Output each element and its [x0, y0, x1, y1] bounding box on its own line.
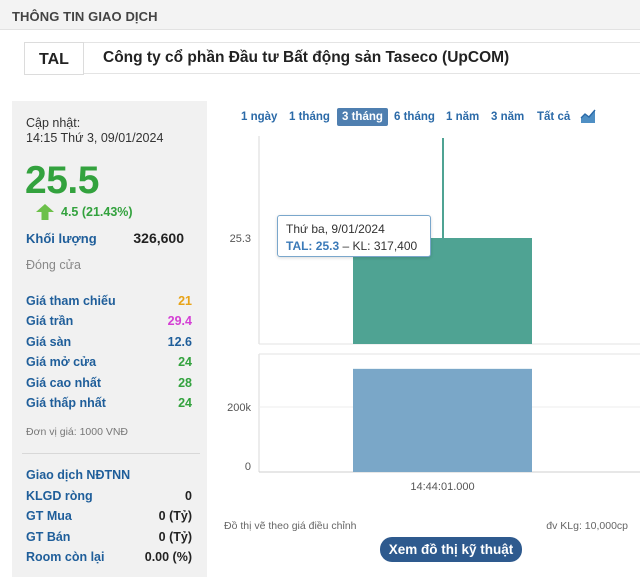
tab-3-months[interactable]: 3 tháng: [337, 108, 388, 126]
section-title: THÔNG TIN GIAO DỊCH: [12, 9, 158, 24]
high-price-value: 28: [178, 376, 192, 390]
volume-unit-note: đv KLg: 10,000cp: [546, 520, 628, 532]
ticker-bar: TAL Công ty cổ phần Đầu tư Bất động sản …: [24, 42, 640, 75]
tooltip-values: TAL: 25.3 – KL: 317,400: [286, 239, 417, 253]
buy-value-label: GT Mua: [26, 509, 72, 523]
divider: [22, 453, 200, 454]
price-tick-label: 25.3: [230, 233, 251, 245]
x-tick-label: 14:44:01.000: [410, 481, 474, 493]
tab-1-day[interactable]: 1 ngày: [241, 111, 278, 123]
floor-price-label: Giá sàn: [26, 335, 72, 349]
net-volume-value: 0: [185, 489, 192, 503]
volume-bar: [353, 368, 532, 472]
low-price-label: Giá thấp nhất: [26, 396, 106, 410]
adjusted-price-note: Đồ thị vẽ theo giá điều chỉnh: [224, 520, 357, 532]
updated-label: Cập nhật:: [26, 116, 81, 130]
buy-value-value: 0 (Tỷ): [158, 509, 192, 523]
updated-time: 14:15 Thứ 3, 09/01/2024: [26, 131, 164, 145]
price-change: 4.5 (21.43%): [61, 205, 133, 219]
volume-label: Khối lượng: [26, 231, 97, 246]
unit-note: Đơn vị giá: 1000 VNĐ: [26, 426, 129, 438]
volume-tick-label: 0: [245, 461, 251, 473]
open-price-label: Giá mở cửa: [26, 355, 97, 369]
room-left-label: Room còn lại: [26, 550, 105, 564]
tab-1-year[interactable]: 1 năm: [446, 111, 480, 123]
tab-1-month[interactable]: 1 tháng: [289, 111, 330, 123]
tab-6-months[interactable]: 6 tháng: [394, 111, 435, 123]
high-price-label: Giá cao nhất: [26, 376, 102, 390]
chart-area: 25.3 200k 0 14:44:01.000: [222, 128, 640, 508]
volume-value: 326,600: [133, 230, 184, 246]
sell-value-label: GT Bán: [26, 530, 71, 544]
ticker-code: TAL: [39, 51, 69, 68]
tooltip-date: Thứ ba, 9/01/2024: [286, 222, 385, 236]
section-header: THÔNG TIN GIAO DỊCH: [0, 0, 640, 30]
company-name: Công ty cổ phần Đầu tư Bất động sản Tase…: [103, 49, 510, 66]
chart-tooltip: Thứ ba, 9/01/2024 TAL: 25.3 – KL: 317,40…: [277, 215, 431, 257]
ceiling-price-value: 29.4: [167, 314, 192, 328]
current-price: 25.5: [25, 159, 99, 202]
summary-panel: Cập nhật: 14:15 Thứ 3, 09/01/2024 25.5 4…: [12, 101, 207, 577]
open-price-value: 24: [178, 355, 192, 369]
close-label: Đóng cửa: [26, 258, 81, 272]
ceiling-price-label: Giá trần: [26, 314, 74, 328]
price-volume-chart: 25.3 200k 0 14:44:01.000: [227, 136, 640, 493]
ticker-box: TAL: [24, 42, 84, 75]
tooltip-volume: – KL: 317,400: [342, 239, 418, 253]
technical-chart-button[interactable]: Xem đồ thị kỹ thuật: [380, 537, 522, 562]
low-price-value: 24: [178, 396, 192, 410]
ref-price-value: 21: [178, 294, 192, 308]
net-volume-label: KLGD ròng: [26, 489, 93, 503]
tooltip-series: TAL: 25.3: [286, 239, 340, 253]
area-chart-icon[interactable]: [580, 108, 596, 124]
ref-price-label: Giá tham chiếu: [26, 294, 116, 308]
sell-value-value: 0 (Tỷ): [158, 530, 192, 544]
foreign-trade-title: Giao dịch NĐTNN: [26, 468, 131, 482]
room-left-value: 0.00 (%): [144, 550, 192, 564]
floor-price-value: 12.6: [167, 335, 192, 349]
tab-3-years[interactable]: 3 năm: [491, 111, 525, 123]
up-arrow-icon: [36, 204, 54, 220]
tab-all[interactable]: Tất cả: [537, 111, 571, 123]
volume-tick-label: 200k: [227, 402, 251, 414]
